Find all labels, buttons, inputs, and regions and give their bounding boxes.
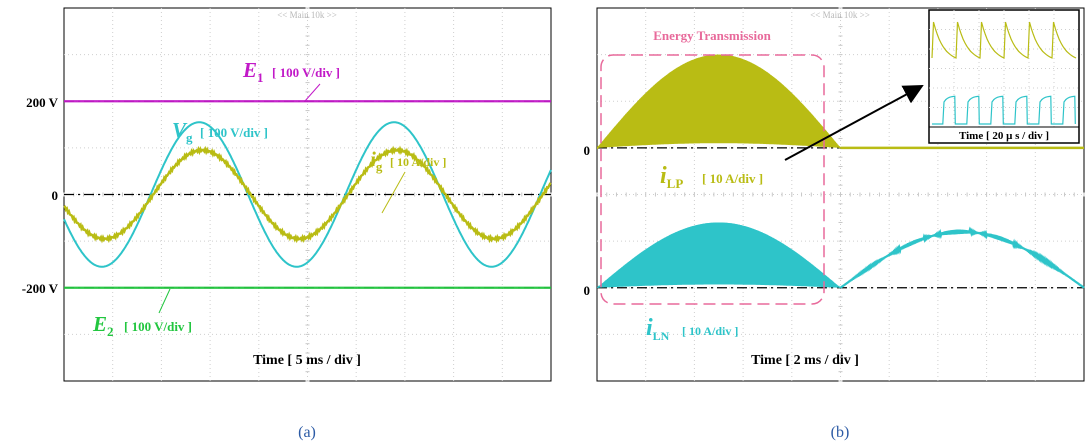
caption-a: (a) — [298, 424, 316, 441]
panel-b-traces — [596, 54, 1085, 289]
ilp-series-label: iLP [ 10 A/div ] — [660, 163, 763, 191]
tick-label-0: 0 — [52, 188, 59, 203]
svg-text:iLN: iLN — [646, 315, 670, 343]
e2-label-sub: 2 — [107, 324, 114, 339]
iln-label-sub: LN — [653, 329, 670, 343]
e1-label-base: E — [242, 58, 257, 82]
e2-label-base: E — [92, 312, 107, 336]
inset-traces — [931, 21, 1077, 125]
inset-grid — [929, 10, 1079, 127]
svg-text:iLP: iLP — [660, 163, 683, 191]
panel-a-traces — [63, 100, 552, 289]
panel-b-top-label: << Main 10k >> — [810, 10, 870, 20]
energy-transmission-label: Energy Transmission — [653, 28, 771, 43]
tick-label-200v: 200 V — [26, 95, 59, 110]
caption-b: (b) — [831, 424, 850, 441]
tick-label-minus-200v: -200 V — [22, 281, 59, 296]
ilp-label-sub: LP — [667, 176, 684, 191]
iln-label-scale: [ 10 A/div ] — [682, 324, 738, 338]
svg-text:ig: ig — [370, 147, 383, 174]
vg-label-base: V — [172, 118, 188, 142]
panel-a-top-label: << Main 10k >> — [277, 10, 337, 20]
ig-label-sub: g — [376, 159, 383, 174]
svg-text:E1: E1 — [242, 58, 264, 85]
vg-series-label: Vg [ 100 V/div ] — [172, 118, 268, 145]
inset-time-label: Time [ 20 μ s / div ] — [959, 130, 1049, 142]
panel-b-time-label: Time [ 2 ms / div ] — [751, 353, 859, 368]
e1-label-sub: 1 — [257, 70, 264, 85]
svg-text:E2: E2 — [92, 312, 114, 339]
e1-pointer — [304, 83, 321, 102]
inset-ilp-trace — [931, 21, 1077, 59]
iln-ripple — [596, 222, 841, 289]
panel-b: << Main 10k >> 0 0 Energy Transmission i… — [584, 7, 1085, 382]
ig-series-label: ig [ 10 A/div ] — [370, 147, 446, 174]
e1-label-scale: [ 100 V/div ] — [272, 65, 340, 80]
energy-transmission-box — [600, 54, 825, 305]
ig-pointer — [381, 171, 406, 214]
zoom-arrow — [784, 85, 924, 161]
vg-label-sub: g — [186, 130, 193, 145]
panel-a-time-label: Time [ 5 ms / div ] — [253, 353, 361, 368]
e2-pointer — [158, 288, 171, 314]
svg-text:Vg: Vg — [172, 118, 193, 145]
iln-tail-trace — [839, 226, 1085, 289]
iln-series-label: iLN [ 10 A/div ] — [646, 315, 738, 343]
vg-label-scale: [ 100 V/div ] — [200, 125, 268, 140]
e2-series-label: E2 [ 100 V/div ] — [92, 312, 192, 339]
panel-a: << Main 10k >> 200 V 0 -200 V E1 [ 100 V… — [22, 7, 552, 382]
tick-label-ilp-zero: 0 — [584, 143, 591, 158]
e2-label-scale: [ 100 V/div ] — [124, 319, 192, 334]
iln-label-base: i — [646, 315, 653, 341]
ig-trace — [63, 145, 552, 244]
e1-series-label: E1 [ 100 V/div ] — [242, 58, 340, 85]
zoom-inset: Time [ 20 μ s / div ] — [928, 9, 1080, 144]
ilp-label-scale: [ 10 A/div ] — [702, 171, 763, 186]
ig-label-scale: [ 10 A/div ] — [390, 155, 446, 169]
tick-label-iln-zero: 0 — [584, 283, 591, 298]
panel-b-grid — [596, 7, 1085, 382]
inset-iln-trace — [932, 95, 1076, 125]
inset-frame — [928, 9, 1080, 144]
ilp-ripple — [596, 54, 841, 150]
ig-label-base: i — [370, 147, 376, 171]
ilp-label-base: i — [660, 163, 667, 189]
